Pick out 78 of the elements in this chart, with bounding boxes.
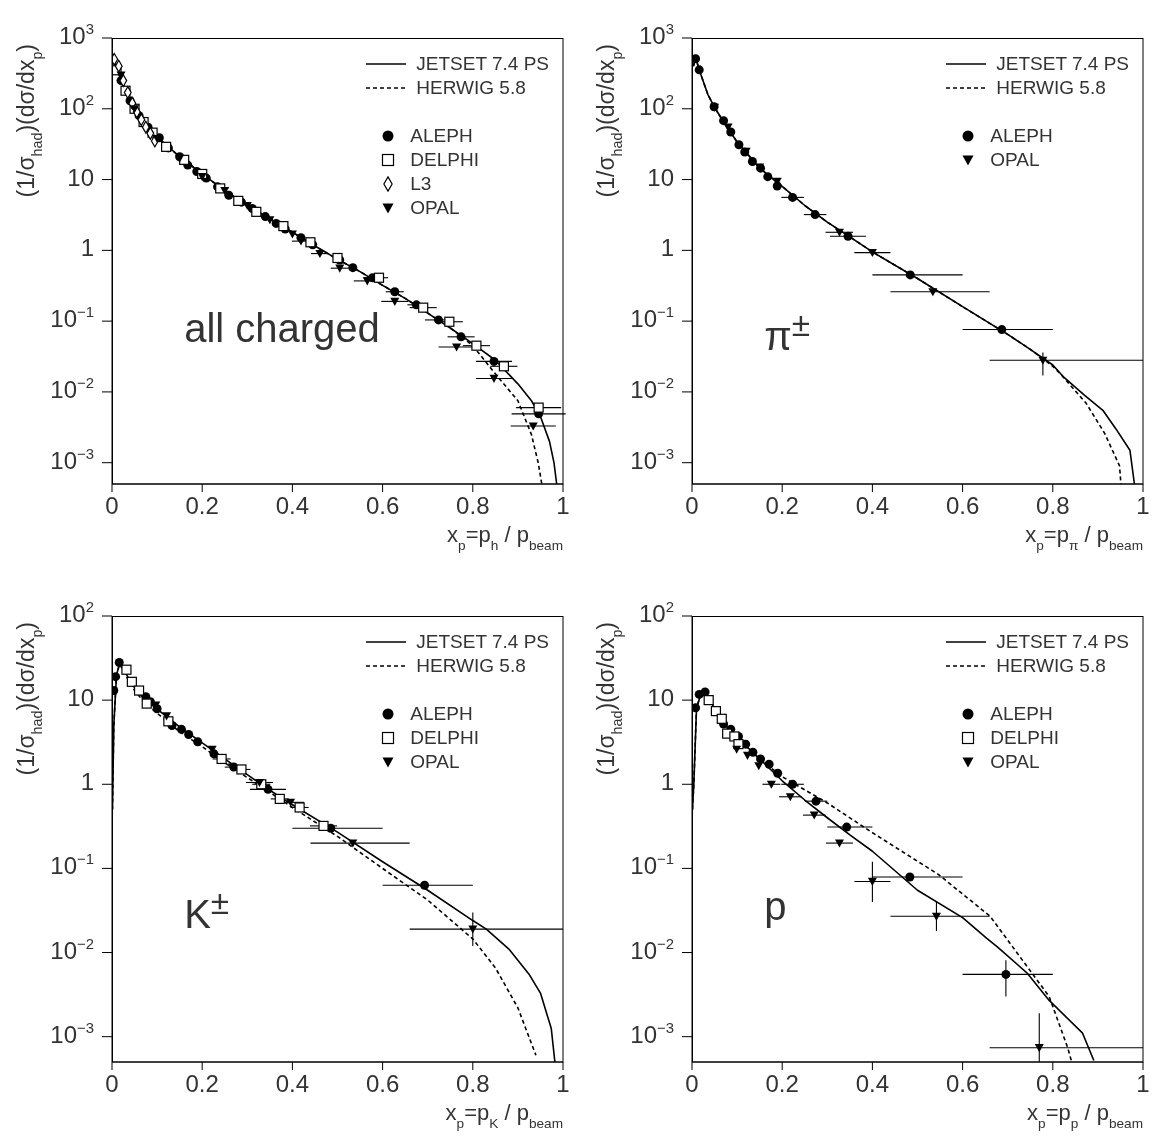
y-tick-label: 10$^{−2}$ [630, 374, 674, 404]
x-tick-label: 0.2 [185, 492, 219, 519]
y-tick-label: 10$^{−3}$ [50, 445, 94, 475]
legend-label: DELPHI [990, 726, 1059, 750]
x-tick-label: 0.8 [456, 492, 490, 519]
y-tick-label: 1 [80, 768, 94, 796]
x-tick-label: 0.6 [365, 492, 400, 519]
x-tick-label: 0.4 [275, 1070, 310, 1097]
legend-label: HERWIG 5.8 [416, 76, 526, 100]
legend-label: JETSET 7.4 PS [416, 52, 549, 76]
legend-label: OPAL [410, 196, 460, 220]
y-tick-label: 10$^{3}$ [59, 20, 94, 50]
y-tick-label: 10$^{−3}$ [630, 1019, 674, 1049]
legend-label: ALEPH [990, 702, 1053, 726]
legend-label: DELPHI [410, 726, 479, 750]
legend-label: L3 [410, 172, 432, 196]
x-tick-label: 0.2 [765, 492, 799, 519]
y-tick-label: 10$^{2}$ [59, 91, 94, 121]
x-tick-label: 0.8 [456, 1070, 490, 1097]
legend-label: HERWIG 5.8 [416, 654, 526, 678]
y-tick-label: 10$^{−3}$ [50, 1019, 94, 1049]
x-tick-label: 0 [105, 1070, 119, 1097]
x-tick-label: 1 [1136, 1070, 1150, 1097]
x-tick-label: 0 [105, 492, 119, 519]
x-axis-title: x$_{p}$=p$_{π}$ / p$_{beam}$ [1025, 522, 1143, 553]
x-tick-label: 0.6 [945, 1070, 980, 1097]
y-tick-label: 10$^{3}$ [639, 20, 674, 50]
y-tick-label: 10$^{−2}$ [630, 935, 674, 964]
annotation: K$^{±}$ [184, 883, 230, 937]
legend-label: DELPHI [410, 148, 479, 172]
legend-label: HERWIG 5.8 [996, 76, 1106, 100]
legend-label: JETSET 7.4 PS [416, 630, 549, 654]
x-axis-title: x$_{p}$=p$_{K}$ / p$_{beam}$ [445, 1100, 563, 1131]
y-tick-label: 10 [647, 684, 674, 712]
y-tick-label: 10 [67, 684, 94, 712]
legend-label: ALEPH [410, 702, 473, 726]
y-tick-label: 10 [647, 163, 674, 191]
y-tick-label: 10 [67, 163, 94, 191]
y-tick-label: 10$^{−3}$ [630, 445, 674, 475]
x-axis-title: x$_{p}$=p$_{h}$ / p$_{beam}$ [447, 522, 563, 553]
y-tick-label: 10$^{−1}$ [630, 304, 674, 333]
x-tick-label: 1 [556, 1070, 570, 1097]
annotation: π$^{±}$ [764, 305, 811, 359]
y-tick-label: 10$^{−2}$ [50, 935, 94, 964]
legend-label: OPAL [990, 750, 1040, 774]
x-axis-title: x$_{p}$=p$_{p}$ / p$_{beam}$ [1027, 1100, 1143, 1131]
legend-label: OPAL [990, 148, 1040, 172]
x-tick-label: 0.4 [855, 1070, 890, 1097]
y-tick-label: 10$^{2}$ [639, 598, 674, 628]
legend-label: HERWIG 5.8 [996, 654, 1106, 678]
annotation: all charged [184, 305, 380, 351]
legend-label: OPAL [410, 750, 460, 774]
legend-label: ALEPH [990, 124, 1053, 148]
x-tick-label: 0.2 [185, 1070, 219, 1097]
x-tick-label: 0.8 [1036, 492, 1070, 519]
legend-label: JETSET 7.4 PS [996, 630, 1129, 654]
y-tick-label: 1 [660, 234, 674, 262]
annotation: p [764, 883, 787, 929]
y-tick-label: 10$^{−2}$ [50, 374, 94, 404]
y-tick-label: 10$^{−1}$ [50, 304, 94, 333]
y-tick-label: 1 [80, 234, 94, 262]
legend-label: JETSET 7.4 PS [996, 52, 1129, 76]
y-tick-label: 10$^{−1}$ [50, 851, 94, 880]
x-tick-label: 0.4 [855, 492, 890, 519]
legend-label: ALEPH [410, 124, 473, 148]
y-tick-label: 10$^{2}$ [639, 91, 674, 121]
x-tick-label: 0.6 [365, 1070, 400, 1097]
y-tick-label: 1 [660, 768, 674, 796]
x-tick-label: 1 [556, 492, 570, 519]
y-tick-label: 10$^{−1}$ [630, 851, 674, 880]
x-tick-label: 0.6 [945, 492, 980, 519]
y-tick-label: 10$^{2}$ [59, 598, 94, 628]
x-tick-label: 0.2 [765, 1070, 799, 1097]
x-tick-label: 0.4 [275, 492, 310, 519]
x-tick-label: 0 [685, 1070, 699, 1097]
x-tick-label: 0.8 [1036, 1070, 1070, 1097]
x-tick-label: 0 [685, 492, 699, 519]
x-tick-label: 1 [1136, 492, 1150, 519]
